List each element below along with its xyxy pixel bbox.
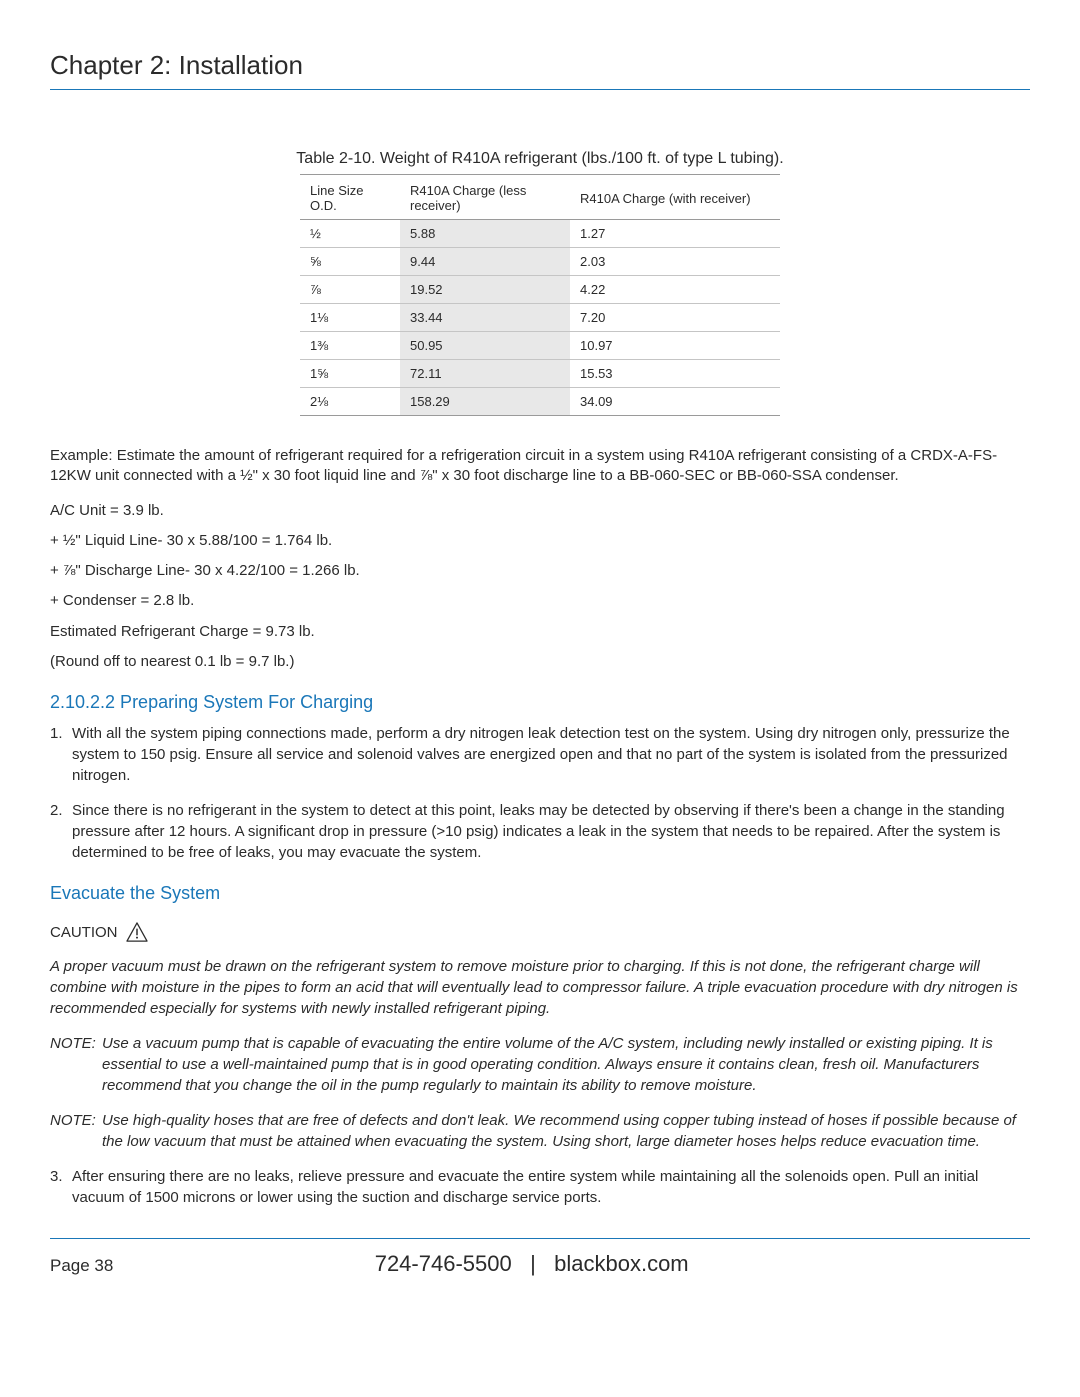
table-cell: 5.88	[400, 220, 570, 248]
table-cell: 2⅛	[300, 388, 400, 416]
table-cell: ⅝	[300, 248, 400, 276]
table-cell: 72.11	[400, 360, 570, 388]
table-cell: 33.44	[400, 304, 570, 332]
table-cell: ½	[300, 220, 400, 248]
calc-line: + ½" Liquid Line- 30 x 5.88/100 = 1.764 …	[50, 531, 1030, 551]
section-heading-evacuate: Evacuate the System	[50, 883, 1030, 904]
calc-line: Estimated Refrigerant Charge = 9.73 lb.	[50, 622, 1030, 642]
page-footer: Page 38 724-746-5500 | blackbox.com	[50, 1238, 1030, 1277]
example-paragraph: Example: Estimate the amount of refriger…	[50, 446, 1030, 487]
note-text: Use high-quality hoses that are free of …	[102, 1112, 1016, 1150]
table-row: 1⅝72.1115.53	[300, 360, 780, 388]
calc-line: + ⅞" Discharge Line- 30 x 4.22/100 = 1.2…	[50, 561, 1030, 581]
table-header-row: Line Size O.D. R410A Charge (less receiv…	[300, 175, 780, 220]
note-block: NOTE: Use a vacuum pump that is capable o…	[50, 1033, 1030, 1096]
footer-contact: 724-746-5500 | blackbox.com	[113, 1251, 950, 1277]
table-cell: 1.27	[570, 220, 780, 248]
table-row: ½5.881.27	[300, 220, 780, 248]
step-item: After ensuring there are no leaks, relie…	[50, 1166, 1030, 1208]
calc-line: A/C Unit = 3.9 lb.	[50, 501, 1030, 521]
note-block: NOTE: Use high-quality hoses that are fre…	[50, 1110, 1030, 1152]
table-cell: 7.20	[570, 304, 780, 332]
table-cell: 4.22	[570, 276, 780, 304]
table-cell: 19.52	[400, 276, 570, 304]
calc-line: + Condenser = 2.8 lb.	[50, 591, 1030, 611]
table-cell: 1⅜	[300, 332, 400, 360]
caution-text: A proper vacuum must be drawn on the ref…	[50, 956, 1030, 1019]
table-cell: 50.95	[400, 332, 570, 360]
table-row: 1⅛33.447.20	[300, 304, 780, 332]
table-row: ⅞19.524.22	[300, 276, 780, 304]
table-cell: 15.53	[570, 360, 780, 388]
step-item: With all the system piping connections m…	[50, 723, 1030, 786]
table-cell: 2.03	[570, 248, 780, 276]
calc-line: (Round off to nearest 0.1 lb = 9.7 lb.)	[50, 652, 1030, 672]
col-header: R410A Charge (less receiver)	[400, 175, 570, 220]
table-cell: 9.44	[400, 248, 570, 276]
table-row: ⅝9.442.03	[300, 248, 780, 276]
table-cell: 158.29	[400, 388, 570, 416]
step-item: Since there is no refrigerant in the sys…	[50, 800, 1030, 863]
col-header: R410A Charge (with receiver)	[570, 175, 780, 220]
table-row: 1⅜50.9510.97	[300, 332, 780, 360]
chapter-title: Chapter 2: Installation	[50, 50, 1030, 90]
caution-line: CAUTION	[50, 922, 1030, 942]
table-cell: 34.09	[570, 388, 780, 416]
section-heading-preparing: 2.10.2.2 Preparing System For Charging	[50, 692, 1030, 713]
warning-icon	[126, 922, 148, 942]
table-cell: 1⅝	[300, 360, 400, 388]
footer-phone: 724-746-5500	[375, 1251, 512, 1276]
footer-sep: |	[530, 1251, 536, 1276]
table-cell: 1⅛	[300, 304, 400, 332]
refrigerant-weight-table: Line Size O.D. R410A Charge (less receiv…	[300, 174, 780, 416]
caution-label: CAUTION	[50, 924, 118, 941]
table-cell: ⅞	[300, 276, 400, 304]
page-number: Page 38	[50, 1256, 113, 1276]
table-caption: Table 2-10. Weight of R410A refrigerant …	[50, 150, 1030, 168]
note-text: Use a vacuum pump that is capable of eva…	[102, 1035, 993, 1094]
col-header: Line Size O.D.	[300, 175, 400, 220]
note-label: NOTE:	[50, 1110, 96, 1131]
table-row: 2⅛158.2934.09	[300, 388, 780, 416]
footer-site: blackbox.com	[554, 1251, 689, 1276]
note-label: NOTE:	[50, 1033, 96, 1054]
table-cell: 10.97	[570, 332, 780, 360]
